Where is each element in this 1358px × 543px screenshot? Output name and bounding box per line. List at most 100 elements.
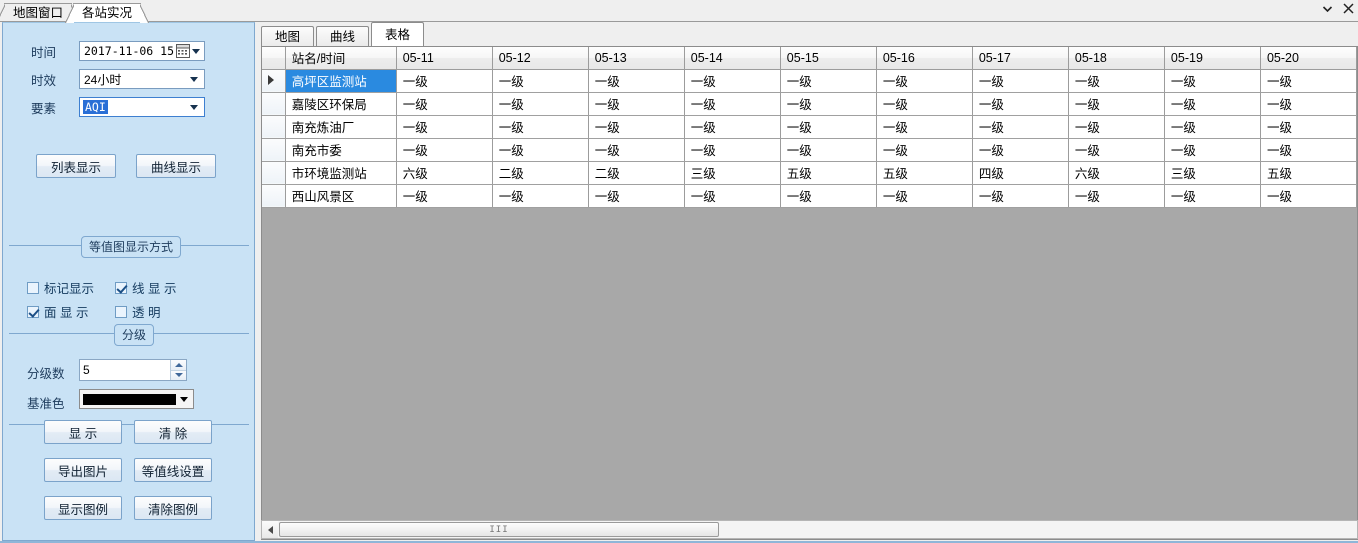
station-name-cell[interactable]: 市环境监测站 (285, 161, 397, 185)
cell-value[interactable]: 一级 (1068, 92, 1165, 116)
cell-value[interactable]: 一级 (588, 92, 685, 116)
cell-value[interactable]: 六级 (396, 161, 493, 185)
checkbox-transparent-box[interactable] (115, 305, 127, 318)
cell-value[interactable]: 一级 (492, 69, 589, 93)
column-header-0513[interactable]: 05-13 (588, 47, 685, 70)
cell-value[interactable]: 一级 (396, 115, 493, 139)
cell-value[interactable]: 三级 (684, 161, 781, 185)
cell-value[interactable]: 一级 (1260, 115, 1357, 139)
cell-value[interactable]: 一级 (876, 92, 973, 116)
cell-value[interactable]: 五级 (1260, 161, 1357, 185)
cell-value[interactable]: 三级 (1164, 161, 1261, 185)
clear-button[interactable]: 清 除 (134, 420, 212, 444)
cell-value[interactable]: 一级 (972, 184, 1069, 208)
cell-value[interactable]: 二级 (588, 161, 685, 185)
cell-value[interactable]: 一级 (780, 69, 877, 93)
cell-value[interactable]: 一级 (588, 184, 685, 208)
color-dropdown-arrow-icon[interactable] (180, 396, 188, 402)
show-legend-button[interactable]: 显示图例 (44, 496, 122, 520)
column-header-0520[interactable]: 05-20 (1260, 47, 1357, 70)
cell-value[interactable]: 一级 (1164, 92, 1261, 116)
row-indicator-cell[interactable] (262, 115, 286, 139)
cell-value[interactable]: 二级 (492, 161, 589, 185)
cell-value[interactable]: 一级 (396, 92, 493, 116)
contour-settings-button[interactable]: 等值线设置 (134, 458, 212, 482)
duration-combo[interactable]: 24小时 (79, 69, 205, 89)
row-indicator-cell[interactable] (262, 92, 286, 116)
spinner-up-icon[interactable] (171, 360, 186, 371)
chevron-down-icon[interactable] (1322, 3, 1333, 14)
datetime-input[interactable]: 2017-11-06 15 (79, 41, 205, 61)
horizontal-scrollbar[interactable]: III (261, 520, 1358, 539)
cell-value[interactable]: 一级 (1164, 69, 1261, 93)
tab-curve[interactable]: 曲线 (316, 26, 370, 47)
export-image-button[interactable]: 导出图片 (44, 458, 122, 482)
cell-value[interactable]: 一级 (1068, 138, 1165, 162)
column-header-0517[interactable]: 05-17 (972, 47, 1069, 70)
cell-value[interactable]: 一级 (1260, 69, 1357, 93)
cell-value[interactable]: 一级 (972, 115, 1069, 139)
station-name-cell[interactable]: 嘉陵区环保局 (285, 92, 397, 116)
spinner-buttons[interactable] (170, 360, 186, 380)
station-name-cell[interactable]: 高坪区监测站 (285, 69, 397, 93)
close-icon[interactable] (1343, 3, 1354, 14)
table-row[interactable]: 南充市委 一级 一级 一级 一级 一级 一级 一级 一级 一级 一级 (262, 138, 1357, 162)
column-header-0514[interactable]: 05-14 (684, 47, 781, 70)
column-header-0515[interactable]: 05-15 (780, 47, 877, 70)
cell-value[interactable]: 一级 (780, 115, 877, 139)
cell-value[interactable]: 一级 (684, 92, 781, 116)
class-count-spinner[interactable]: 5 (79, 359, 187, 381)
cell-value[interactable]: 五级 (876, 161, 973, 185)
cell-value[interactable]: 一级 (588, 138, 685, 162)
cell-value[interactable]: 五级 (780, 161, 877, 185)
column-header-0512[interactable]: 05-12 (492, 47, 589, 70)
element-dropdown-arrow-icon[interactable] (190, 104, 198, 110)
column-header-0519[interactable]: 05-19 (1164, 47, 1261, 70)
cell-value[interactable]: 四级 (972, 161, 1069, 185)
column-header-0511[interactable]: 05-11 (396, 47, 493, 70)
column-header-0516[interactable]: 05-16 (876, 47, 973, 70)
curve-display-button[interactable]: 曲线显示 (136, 154, 216, 178)
cell-value[interactable]: 一级 (1260, 92, 1357, 116)
cell-value[interactable]: 一级 (972, 92, 1069, 116)
checkbox-line-box[interactable] (115, 281, 127, 294)
scroll-left-arrow-icon[interactable] (262, 521, 278, 538)
tab-table[interactable]: 表格 (371, 22, 425, 47)
cell-value[interactable]: 一级 (1068, 184, 1165, 208)
cell-value[interactable]: 六级 (1068, 161, 1165, 185)
cell-value[interactable]: 一级 (1164, 115, 1261, 139)
cell-value[interactable]: 一级 (684, 184, 781, 208)
cell-value[interactable]: 一级 (1068, 69, 1165, 93)
spinner-down-icon[interactable] (171, 370, 186, 380)
cell-value[interactable]: 一级 (780, 138, 877, 162)
base-color-combo[interactable] (79, 389, 194, 409)
cell-value[interactable]: 一级 (876, 138, 973, 162)
cell-value[interactable]: 一级 (1260, 138, 1357, 162)
cell-value[interactable]: 一级 (876, 184, 973, 208)
tab-map[interactable]: 地图 (261, 26, 315, 47)
cell-value[interactable]: 一级 (492, 115, 589, 139)
cell-value[interactable]: 一级 (588, 115, 685, 139)
scrollbar-thumb[interactable]: III (279, 522, 719, 537)
cell-value[interactable]: 一级 (684, 115, 781, 139)
cell-value[interactable]: 一级 (972, 69, 1069, 93)
cell-value[interactable]: 一级 (684, 69, 781, 93)
checkbox-marker-box[interactable] (27, 281, 39, 294)
checkbox-line-display[interactable]: 线 显 示 (115, 278, 176, 297)
list-display-button[interactable]: 列表显示 (36, 154, 116, 178)
cell-value[interactable]: 一级 (972, 138, 1069, 162)
table-row[interactable]: 市环境监测站 六级 二级 二级 三级 五级 五级 四级 六级 三级 五级 (262, 161, 1357, 185)
row-indicator-cell[interactable] (262, 138, 286, 162)
clear-legend-button[interactable]: 清除图例 (134, 496, 212, 520)
row-indicator-cell[interactable] (262, 69, 286, 93)
cell-value[interactable]: 一级 (492, 138, 589, 162)
calendar-icon[interactable] (176, 44, 190, 58)
table-row[interactable]: 西山风景区 一级 一级 一级 一级 一级 一级 一级 一级 一级 一级 (262, 184, 1357, 208)
cell-value[interactable]: 一级 (876, 69, 973, 93)
element-combo[interactable]: AQI (79, 97, 205, 117)
cell-value[interactable]: 一级 (396, 138, 493, 162)
cell-value[interactable]: 一级 (492, 92, 589, 116)
cell-value[interactable]: 一级 (780, 92, 877, 116)
cell-value[interactable]: 一级 (588, 69, 685, 93)
cell-value[interactable]: 一级 (396, 69, 493, 93)
